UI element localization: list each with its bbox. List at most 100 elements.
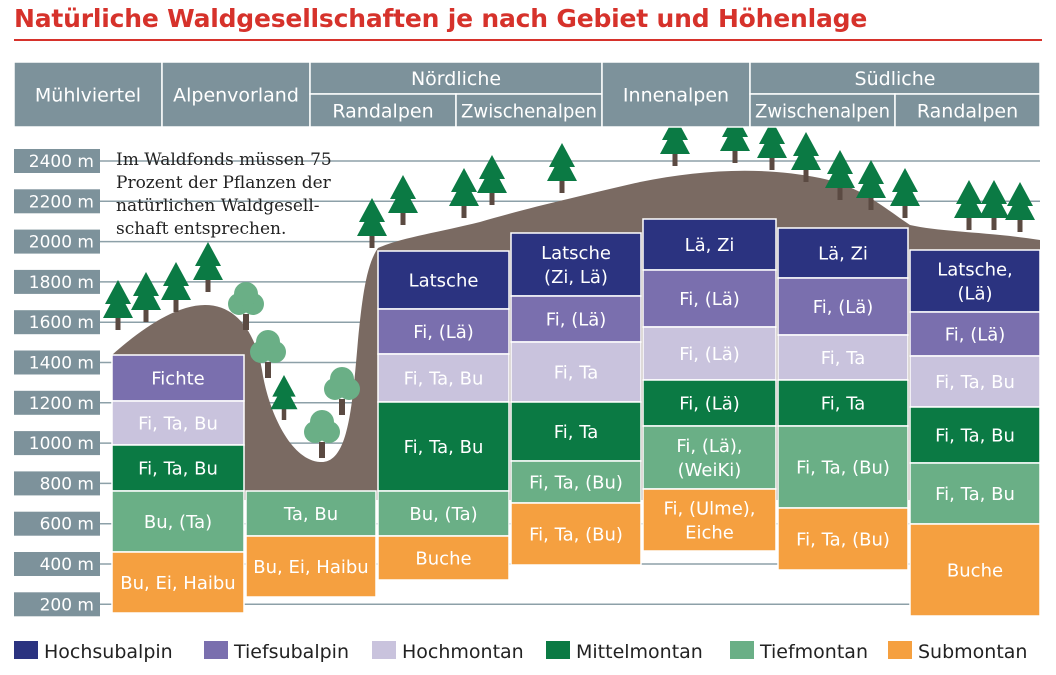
zone-column: Latsche, (Lä) Fi, (Lä) Fi, Ta, Bu Fi, Ta, Bu… — [909, 249, 1041, 617]
zone-cell — [909, 462, 1041, 525]
zone-cell-label: (Lä) — [957, 284, 992, 305]
zone-column: Fichte Fi, Ta, Bu Fi, Ta, Bu Bu, (Ta) Bu, Ei… — [111, 354, 245, 614]
zone-cell-label: Eiche — [685, 523, 734, 544]
zone-cell-label: Bu, (Ta) — [409, 504, 477, 525]
zone-cell-label: Fi, Ta — [554, 422, 599, 443]
conifer-tree-icon — [477, 155, 507, 205]
altitude-label-box — [14, 149, 100, 173]
zone-cell — [377, 308, 510, 355]
zone-cell-label: Fi, (Lä), — [676, 436, 742, 457]
zone-cell — [777, 334, 909, 381]
conifer-tree-icon — [825, 150, 855, 200]
zone-cell-label: Fi, Ta, Bu — [404, 369, 484, 390]
zone-cell-label: Fi, (Lä) — [679, 344, 740, 365]
deciduous-tree-icon — [250, 330, 286, 378]
zone-cell-label: Latsche — [409, 271, 479, 292]
zone-cell-label: Fi, (Lä) — [813, 297, 874, 318]
zone-column: Lä, Zi Fi, (Lä) Fi, Ta Fi, Ta Fi, Ta, (Bu) Fi… — [777, 227, 909, 571]
altitude-label: 200 m — [40, 595, 94, 615]
legend-swatch — [730, 641, 754, 659]
zone-column: Latsche Fi, (Lä) Fi, Ta, Bu Fi, Ta, Bu Bu, (… — [377, 250, 510, 581]
title-underline — [14, 39, 1042, 41]
zone-cell-label: Lä, Zi — [818, 244, 868, 265]
conifer-tree-icon — [890, 168, 920, 218]
altitude-label: 400 m — [40, 555, 94, 575]
conifer-tree-icon — [131, 272, 161, 322]
conifer-tree-icon — [757, 120, 787, 170]
legend-swatch — [546, 641, 570, 659]
zone-cell — [111, 400, 245, 446]
zone-cell — [377, 250, 510, 310]
zone-cell — [909, 355, 1041, 408]
header-suedliche-randalpen: Randalpen — [917, 101, 1018, 123]
zone-cell-label: Fi, Ta, Bu — [138, 414, 218, 435]
legend-item: Submontan — [888, 641, 1027, 663]
legend-label: Hochmontan — [402, 641, 524, 663]
zone-cell-label: (WeiKi) — [678, 460, 742, 481]
header-suedliche: Südliche — [855, 68, 936, 90]
zone-cell — [909, 523, 1041, 617]
zone-cell-label: Fi, Ta, (Bu) — [796, 530, 890, 551]
zone-cell — [642, 488, 777, 552]
header-alpenvorland: Alpenvorland — [173, 85, 299, 107]
zone-table: Fichte Fi, Ta, Bu Fi, Ta, Bu Bu, (Ta) Bu, Ei… — [111, 218, 1041, 617]
zone-cell — [510, 341, 642, 403]
zone-cell-label: Fi, Ta — [821, 394, 866, 415]
header-suedliche-box — [749, 61, 1041, 95]
zone-cell-label: Fi, (Ulme), — [663, 499, 755, 520]
altitude-label-box — [14, 552, 100, 576]
legend-item: Hochmontan — [372, 641, 524, 663]
legend-label: Tiefsubalpin — [233, 641, 349, 663]
conifer-tree-icon — [357, 198, 387, 248]
zone-cell — [245, 535, 377, 598]
header-alpenvorland-box — [161, 61, 311, 128]
note-line: Prozent der Pflanzen der — [116, 173, 332, 193]
zone-cell — [642, 326, 777, 381]
altitude-label: 800 m — [40, 474, 94, 494]
page-title: Natürliche Waldgesellschaften je nach Ge… — [14, 4, 868, 33]
altitude-label-box — [14, 269, 100, 294]
zone-cell — [642, 425, 777, 490]
header-innenalpen-box — [601, 61, 751, 128]
conifer-tree-icon — [660, 116, 690, 166]
header-noerdliche-box — [309, 61, 603, 95]
conifer-tree-icon — [1005, 182, 1035, 232]
conifer-tree-icon — [449, 168, 479, 218]
altitude-label: 1400 m — [29, 354, 94, 374]
zone-cell-label: Fi, Ta, (Bu) — [529, 525, 623, 546]
zone-cell-label: Ta, Bu — [283, 504, 338, 525]
legend-item: Hochsubalpin — [14, 641, 173, 663]
zone-cell-label: Fi, (Lä) — [546, 310, 607, 331]
altitude-label-box — [14, 229, 100, 254]
zone-cell-label: Fi, Ta, Bu — [935, 372, 1015, 393]
zone-cell — [111, 551, 245, 614]
note-line: schaft entsprechen. — [116, 219, 286, 239]
zone-cell — [111, 490, 245, 553]
zone-column: Lä, Zi Fi, (Lä) Fi, (Lä) Fi, (Lä) Fi, (Lä), (… — [642, 218, 777, 552]
header-innenalpen: Innenalpen — [623, 85, 729, 107]
zone-cell — [909, 311, 1041, 357]
header-noerdliche-randalpen: Randalpen — [332, 101, 433, 123]
zone-cell-label: Fi, Ta, Bu — [935, 484, 1015, 505]
zone-column: Ta, Bu Bu, Ei, Haibu — [245, 490, 377, 598]
zone-cell-label: Buche — [415, 549, 471, 570]
deciduous-tree-icon — [304, 410, 340, 458]
legend-label: Tiefmontan — [759, 641, 868, 663]
conifer-tree-icon — [270, 375, 298, 420]
note-line: natürlichen Waldgesell- — [116, 196, 320, 216]
zone-cell — [510, 401, 642, 462]
legend-swatch — [14, 641, 38, 659]
zone-cell-label: Fi, Ta — [821, 348, 866, 369]
altitude-label-box — [14, 511, 100, 536]
altitude-label: 600 m — [40, 515, 94, 535]
zone-cell — [111, 444, 245, 492]
conifer-tree-icon — [791, 132, 821, 182]
zone-cell-label: Buche — [947, 561, 1003, 582]
zone-cell — [777, 507, 909, 571]
zone-cell — [245, 490, 377, 537]
note-line: Im Waldfonds müssen 75 — [116, 150, 332, 170]
zone-cell — [377, 535, 510, 581]
header-noerdliche-zwischenalpen-box — [455, 93, 603, 128]
zone-cell-label: Fi, (Lä) — [679, 289, 740, 310]
